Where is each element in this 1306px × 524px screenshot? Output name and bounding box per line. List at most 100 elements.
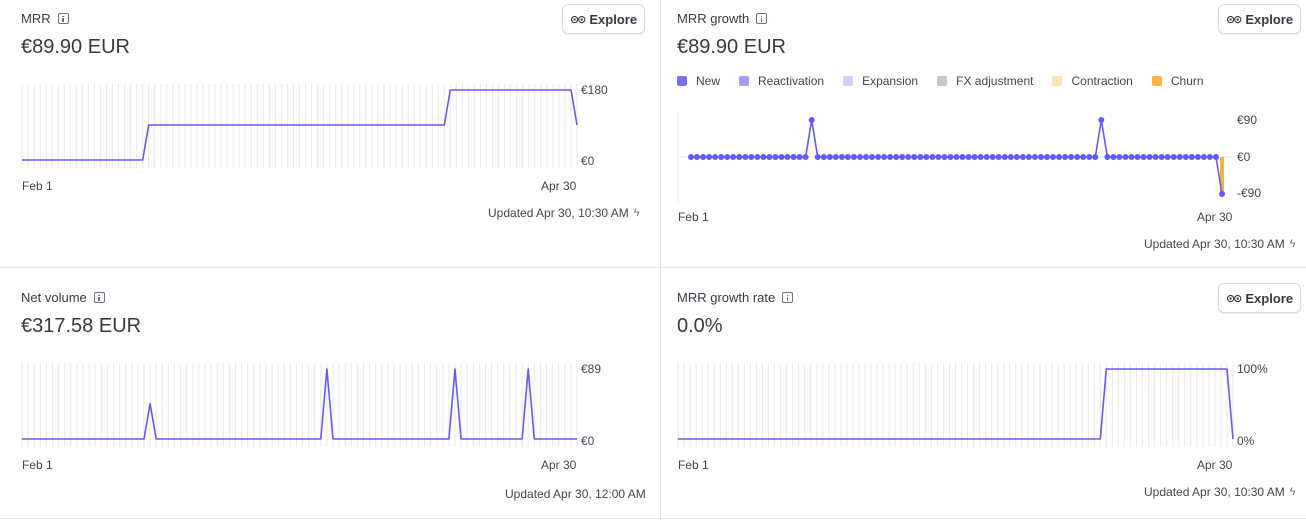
mrr-growth-y-mid: €0	[1237, 150, 1251, 164]
data-point	[1007, 154, 1014, 160]
data-point	[1068, 154, 1075, 160]
data-point	[1188, 154, 1195, 160]
legend-item-expansion[interactable]: Expansion	[843, 74, 918, 88]
data-point	[983, 154, 990, 160]
data-point	[1050, 154, 1056, 160]
legend-item-churn[interactable]: Churn	[1151, 74, 1204, 88]
data-point	[1206, 154, 1213, 160]
data-point	[1176, 154, 1183, 160]
mrr-growth-rate-y-bottom: 0%	[1237, 434, 1255, 448]
net-volume-chart	[21, 363, 578, 447]
data-point	[971, 154, 978, 160]
data-point	[1080, 154, 1087, 160]
vertical-divider	[660, 0, 661, 520]
legend-item-contraction[interactable]: Contraction	[1052, 74, 1133, 88]
net-volume-title-text: Net volume	[21, 290, 87, 305]
legend-label: Contraction	[1071, 74, 1133, 88]
net-volume-y-top: €89	[581, 362, 602, 376]
net-volume-panel: Net volume €317.58 EUR €89 €0 Feb 1 Apr …	[0, 268, 660, 520]
data-point	[844, 154, 851, 160]
lightning-icon: ϟ	[1289, 486, 1296, 498]
mrr-y-bottom: €0	[581, 154, 595, 168]
data-point	[1001, 154, 1008, 160]
binoculars-icon: ⊙⊙	[569, 13, 587, 26]
updated-text: Updated Apr 30, 10:30 AM	[1144, 237, 1285, 251]
mrr-growth-rate-explore-button[interactable]: ⊙⊙ Explore	[1218, 283, 1301, 313]
mrr-growth-rate-x-start: Feb 1	[678, 458, 709, 472]
legend-swatch	[1151, 76, 1162, 86]
series-line	[678, 368, 1234, 440]
net-volume-updated: Updated Apr 30, 12:00 AM	[505, 487, 646, 501]
data-point	[1116, 154, 1123, 160]
info-icon[interactable]	[57, 13, 69, 24]
data-point	[905, 154, 912, 160]
data-point	[1019, 154, 1026, 160]
binoculars-icon: ⊙⊙	[1225, 13, 1243, 26]
data-point	[1110, 154, 1117, 160]
legend-item-new[interactable]: New	[677, 74, 720, 88]
bottom-divider	[0, 518, 1306, 519]
info-icon[interactable]	[756, 13, 768, 24]
data-point	[820, 154, 827, 160]
data-point	[700, 154, 707, 160]
data-point	[712, 154, 719, 160]
data-point	[1140, 154, 1147, 160]
data-point	[790, 154, 797, 160]
updated-text: Updated Apr 30, 10:30 AM	[1144, 485, 1285, 499]
legend-label: Churn	[1170, 74, 1204, 88]
mrr-explore-button[interactable]: ⊙⊙ Explore	[562, 4, 645, 34]
lightning-icon: ϟ	[633, 207, 640, 219]
data-point	[917, 154, 924, 160]
mrr-chart	[21, 84, 578, 168]
mrr-growth-rate-value: 0.0%	[677, 315, 723, 337]
data-point	[766, 154, 773, 160]
data-point	[1164, 154, 1171, 160]
data-point	[953, 154, 960, 160]
mrr-x-start: Feb 1	[22, 179, 53, 193]
mrr-growth-rate-x-end: Apr 30	[1197, 458, 1233, 472]
data-point	[1025, 154, 1032, 160]
data-point	[947, 154, 954, 160]
net-volume-value: €317.58 EUR	[21, 315, 142, 337]
data-point	[1062, 154, 1069, 160]
mrr-updated: Updated Apr 30, 10:30 AM ϟ	[488, 206, 640, 220]
legend-label: New	[696, 74, 721, 88]
data-point	[760, 154, 767, 160]
data-point	[1044, 154, 1050, 160]
data-point	[706, 154, 713, 160]
legend-swatch	[937, 76, 948, 86]
net-volume-x-end: Apr 30	[541, 458, 577, 472]
legend-item-fx-adjustment[interactable]: FX adjustment	[937, 74, 1033, 88]
net-volume-title: Net volume	[21, 290, 105, 305]
mrr-growth-title-text: MRR growth	[677, 11, 750, 26]
mrr-growth-panel: MRR growth €89.90 EUR ⊙⊙ Explore New Reac…	[661, 0, 1306, 268]
data-point	[869, 154, 875, 160]
mrr-growth-rate-title-text: MRR growth rate	[677, 290, 776, 305]
info-icon[interactable]	[93, 292, 105, 303]
data-point	[1104, 154, 1111, 160]
info-icon[interactable]	[782, 292, 794, 303]
binoculars-icon: ⊙⊙	[1225, 292, 1243, 305]
data-point	[923, 154, 930, 160]
legend-label: Reactivation	[758, 74, 825, 88]
data-point	[796, 154, 803, 160]
mrr-title: MRR	[21, 11, 69, 26]
data-point	[1031, 154, 1038, 160]
data-point	[718, 154, 725, 160]
mrr-growth-explore-button[interactable]: ⊙⊙ Explore	[1218, 4, 1301, 34]
explore-label: Explore	[589, 11, 638, 27]
legend-label: FX adjustment	[956, 74, 1034, 88]
data-point	[911, 154, 918, 160]
data-point	[1013, 154, 1020, 160]
lightning-icon: ϟ	[1289, 238, 1296, 250]
data-point	[899, 154, 906, 160]
data-point	[989, 154, 996, 160]
data-point	[881, 154, 888, 160]
legend-item-reactivation[interactable]: Reactivation	[739, 74, 824, 88]
series-line	[22, 368, 577, 440]
data-point	[1219, 191, 1225, 197]
legend-label: Expansion	[862, 74, 919, 88]
mrr-y-top: €180	[581, 83, 608, 97]
data-point	[1056, 154, 1063, 160]
data-point	[1152, 154, 1159, 160]
